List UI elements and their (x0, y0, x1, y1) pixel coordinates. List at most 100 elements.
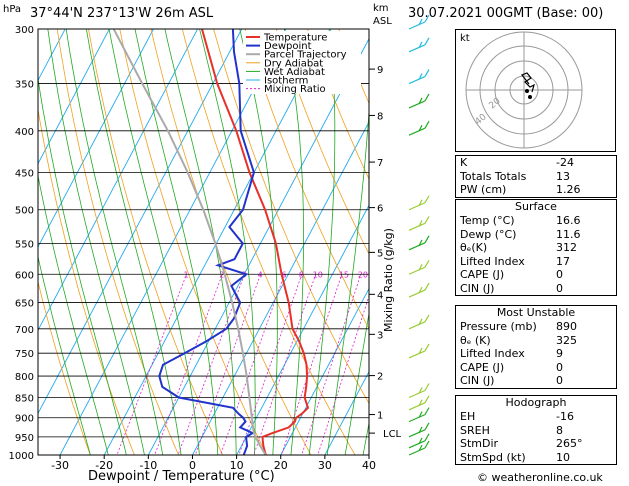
wind-barb (408, 402, 426, 411)
hodograph-point (528, 95, 532, 99)
most-unstable-row: θₑ (K) 325 (460, 333, 577, 347)
wind-barb (408, 321, 426, 330)
wind-barb-flag (424, 69, 430, 77)
mixing-ratio-label: 3 (241, 270, 246, 279)
wind-barb (408, 44, 426, 53)
pressure-tick-label: 800 (15, 372, 34, 383)
legend-label: Temperature (263, 33, 327, 44)
hodograph-title: Hodograph (505, 396, 567, 409)
x-tick-label: -30 (51, 459, 69, 472)
wind-barb (408, 414, 426, 423)
wet-adiabat-line (38, 173, 109, 455)
pressure-tick-label: 700 (15, 325, 34, 336)
height-tick-label: 3 (377, 330, 383, 341)
isotherm-line (38, 29, 199, 332)
wind-barb-flag (418, 426, 423, 434)
most-unstable-row: CAPE (J) 0 (460, 360, 563, 374)
hodograph: kt 20 40 (455, 29, 616, 152)
wet-adiabat-line (362, 421, 369, 455)
mixing-ratio-line (116, 274, 187, 455)
datetime-title: 30.07.2021 00GMT (Base: 00) (408, 6, 604, 21)
wind-barb-flag (424, 195, 430, 204)
legend-label: Dry Adiabat (264, 58, 323, 69)
mixing-ratio-line (220, 274, 285, 455)
wind-barb (408, 389, 426, 399)
wind-barb-flag (418, 411, 423, 418)
surface-title: Surface (515, 200, 557, 213)
wind-barb (408, 127, 426, 136)
surface-row: Temp (°C) 16.6 (460, 214, 581, 227)
wind-barb-flag (418, 399, 423, 407)
wind-barb-flag (418, 286, 423, 294)
wet-adiabat-line (326, 104, 369, 455)
pressure-tick-label: 1000 (9, 451, 34, 462)
hodograph-row: SREH 8 (460, 423, 563, 437)
x-tick-label: 40 (362, 459, 376, 472)
dry-adiabat-line (38, 107, 135, 455)
wind-barb-flag (418, 444, 423, 452)
mixing-ratio-label: 15 (339, 270, 349, 279)
legend-label: Mixing Ratio (264, 84, 326, 95)
height-ref-label: ASL (373, 16, 392, 27)
wind-barb-flag (418, 41, 423, 49)
height-tick-label: 7 (377, 158, 383, 169)
surface-row: θₑ(K) 312 (460, 241, 577, 254)
dry-adiabat-line (275, 29, 369, 255)
mixing-ratio-line (194, 274, 261, 455)
dry-adiabat-line (306, 29, 369, 180)
wind-barb (408, 222, 426, 231)
legend-label: Parcel Trajectory (264, 50, 347, 61)
copyright-text: © weatheronline.co.uk (477, 471, 603, 484)
wind-barb-flag (424, 314, 430, 323)
legend-label: Wet Adiabat (264, 67, 325, 78)
height-tick-label: LCL (383, 429, 402, 440)
wind-barb-flag (424, 37, 430, 46)
location-title: 37°44'N 237°13'W 26m ASL (30, 6, 214, 21)
wind-barb-flag (424, 440, 430, 449)
index-k-row: K -24 (460, 156, 574, 169)
wind-barb (408, 242, 426, 251)
wind-barb-flag (424, 422, 430, 431)
wet-adiabat-line (239, 29, 278, 455)
mixing-ratio-line (301, 274, 362, 455)
isotherm-line (38, 29, 243, 415)
pressure-tick-label: 850 (15, 393, 34, 404)
surface-row: CAPE (J) 0 (460, 268, 563, 281)
wet-adiabat-line (65, 29, 164, 455)
pressure-tick-label: 300 (15, 25, 34, 36)
wind-barb-flag (424, 395, 430, 404)
series-dewpoint (158, 29, 255, 455)
wind-barb (408, 75, 426, 85)
wind-barb-flag (424, 282, 430, 291)
dry-adiabat-line (150, 29, 312, 455)
most-unstable-row: CIN (J) 0 (460, 374, 563, 387)
wind-barb (408, 100, 426, 109)
series-temperature (201, 29, 310, 455)
pressure-tick-label: 550 (15, 239, 34, 250)
wet-adiabat-line (283, 29, 304, 455)
wind-barb-flag (418, 318, 423, 326)
pressure-tick-label: 900 (15, 414, 34, 425)
mixing-ratio-label: 4 (258, 270, 263, 279)
wind-barb-flag (418, 18, 423, 26)
x-tick-label: 0 (189, 459, 196, 472)
wind-barb (408, 350, 426, 359)
series-parcel-trajectory (112, 29, 267, 455)
wet-adiabat-line (199, 29, 256, 455)
wind-barb-flag (424, 216, 430, 224)
wind-barb-flag (424, 14, 430, 23)
wind-barb (408, 289, 426, 298)
surface-row: Lifted Index 17 (460, 254, 570, 268)
wind-barb-flag (418, 97, 423, 105)
mixing-ratio-label: 2 (219, 270, 224, 279)
hodograph-row: EH -16 (460, 410, 574, 423)
pressure-tick-label: 750 (15, 349, 34, 360)
dry-adiabat-line (56, 29, 180, 455)
pressure-unit-label: hPa (3, 4, 22, 15)
wind-barb (408, 202, 426, 211)
wind-barb-flag (424, 259, 430, 268)
dry-adiabat-line (181, 29, 356, 455)
mixing-ratio-label: 10 (313, 270, 323, 279)
wind-barb-flag (424, 343, 430, 352)
